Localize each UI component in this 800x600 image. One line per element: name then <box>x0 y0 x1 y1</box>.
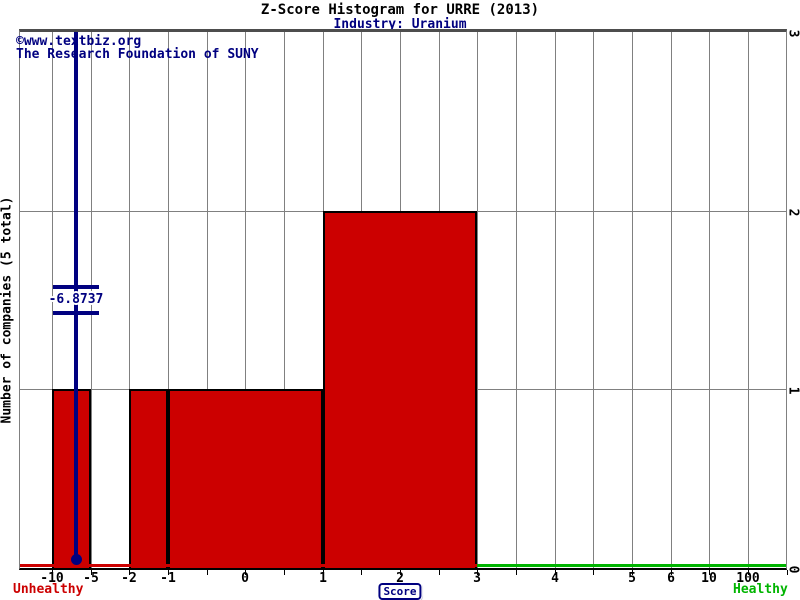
x-axis-tick <box>284 570 285 575</box>
vertical-gridline <box>593 32 594 568</box>
x-axis-tick <box>709 570 710 575</box>
x-axis-tick <box>439 570 440 575</box>
histogram-bar <box>129 389 168 568</box>
plot-frame <box>19 29 787 570</box>
chart-subtitle: Industry: Uranium <box>333 17 467 32</box>
x-axis-tick <box>168 570 169 575</box>
vertical-gridline <box>284 32 285 568</box>
x-axis-tick <box>400 570 401 575</box>
vertical-gridline <box>207 32 208 568</box>
vertical-gridline <box>168 32 169 568</box>
vertical-gridline <box>477 32 478 568</box>
chart-title: Z-Score Histogram for URRE (2013) <box>260 2 540 18</box>
x-axis-tick-label: -5 <box>83 571 99 586</box>
x-axis-tick-label: -2 <box>121 571 137 586</box>
x-axis-tick <box>593 570 594 575</box>
x-axis-tick <box>52 570 53 575</box>
x-axis-tick <box>748 570 749 575</box>
x-axis-tick-label: 4 <box>551 571 559 586</box>
vertical-gridline <box>129 32 130 568</box>
unhealthy-axis-line <box>20 564 477 567</box>
x-axis-tick-label: -1 <box>160 571 176 586</box>
x-axis-tick-label: 5 <box>628 571 636 586</box>
marker-dot <box>71 554 82 565</box>
healthy-zone-label: Healthy <box>733 582 788 597</box>
vertical-gridline <box>671 32 672 568</box>
x-axis-tick <box>91 570 92 575</box>
vertical-gridline <box>748 32 749 568</box>
vertical-gridline <box>632 32 633 568</box>
histogram-bar <box>168 389 323 568</box>
unhealthy-zone-label: Unhealthy <box>13 582 84 597</box>
x-axis-tick <box>245 570 246 575</box>
y-axis-right-tick-label: 0 <box>785 565 800 574</box>
x-axis-tick <box>207 570 208 575</box>
x-axis-tick <box>671 570 672 575</box>
y-axis-right-tick-label: 3 <box>785 29 800 38</box>
x-axis-tick <box>361 570 362 575</box>
vertical-gridline <box>555 32 556 568</box>
y-axis-right-tick-label: 2 <box>785 208 800 217</box>
marker-value-label: -6.8737 <box>48 292 104 307</box>
vertical-gridline <box>516 32 517 568</box>
vertical-gridline <box>245 32 246 568</box>
x-axis-tick <box>323 570 324 575</box>
watermark-url: ©www.textbiz.org <box>16 34 142 49</box>
vertical-gridline <box>52 32 53 568</box>
y-axis-right-tick-label: 1 <box>785 386 800 395</box>
x-axis-label-score-badge: Score <box>378 583 422 600</box>
x-axis-tick <box>477 570 478 575</box>
x-axis-tick-label: 0 <box>241 571 249 586</box>
x-axis-tick-label: 3 <box>473 571 481 586</box>
marker-line <box>74 32 78 559</box>
histogram-bar <box>52 389 91 568</box>
x-axis-tick-label: 1 <box>319 571 327 586</box>
vertical-gridline <box>91 32 92 568</box>
x-axis-tick-label: 6 <box>667 571 675 586</box>
x-axis-tick-label: 2 <box>396 571 404 586</box>
x-axis-tick <box>787 570 788 575</box>
vertical-gridline <box>709 32 710 568</box>
healthy-axis-line <box>477 564 786 567</box>
x-axis-tick-label: 100 <box>736 571 760 586</box>
x-axis-tick <box>555 570 556 575</box>
marker-crossbar-bottom <box>53 311 99 315</box>
marker-crossbar-top <box>53 285 99 289</box>
watermark-foundation: The Research Foundation of SUNY <box>16 47 259 62</box>
x-axis-tick <box>516 570 517 575</box>
histogram-bar <box>323 211 477 568</box>
x-axis-tick <box>129 570 130 575</box>
x-axis-tick-label: -10 <box>40 571 64 586</box>
x-axis-tick-label: 10 <box>701 571 717 586</box>
x-axis-tick <box>632 570 633 575</box>
